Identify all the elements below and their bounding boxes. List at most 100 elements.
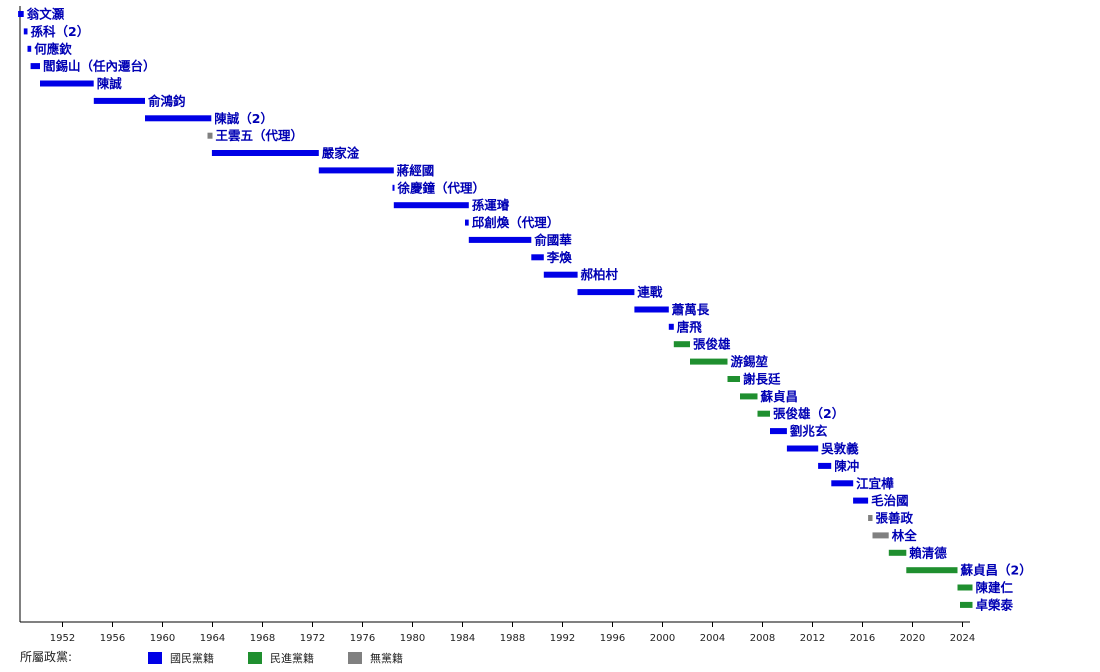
term-label: 嚴家淦 [321,146,360,161]
x-tick-label: 1976 [350,633,375,644]
term-label: 賴清德 [909,545,947,560]
term-bar [40,80,94,87]
term-bar [634,306,669,313]
term-label: 蕭萬長 [672,302,710,317]
x-tick-label: 2008 [750,633,775,644]
term-bar [770,428,787,435]
term-label: 游錫堃 [731,354,769,369]
term-label: 林全 [892,528,918,543]
term-bar [543,271,578,278]
term-bar [18,11,24,17]
term-label: 張善政 [876,511,914,526]
term-label: 陳建仁 [976,580,1014,595]
legend-swatch-dpp [248,652,262,664]
legend: 所屬政黨: 國民黨籍 民進黨籍 無黨籍 [0,644,1100,672]
x-tick-label: 1968 [250,633,275,644]
term-label: 徐慶鐘（代理） [397,180,486,195]
term-bar [668,323,674,330]
x-tick-label: 2004 [700,633,725,644]
term-bar [786,445,819,452]
x-tick-label: 1952 [50,633,75,644]
term-label: 孫科（2） [31,24,90,39]
term-bar [888,549,907,556]
term-bar [392,184,395,191]
term-label: 吳敦義 [821,441,859,456]
term-label: 張俊雄（2） [773,406,844,421]
term-label: 毛治國 [871,493,909,508]
term-bar [211,150,319,156]
term-bar [23,28,28,35]
term-bar [393,202,469,209]
legend-label-dpp: 民進黨籍 [270,652,314,665]
term-label: 俞鴻鈞 [147,93,186,108]
x-tick-label: 2016 [850,633,875,644]
term-bar [207,132,213,139]
term-bar [30,63,40,70]
term-label: 何應欽 [34,41,72,56]
legend-swatch-none [348,652,362,664]
term-bar [818,462,832,469]
x-tick-label: 1956 [100,633,125,644]
term-label: 張俊雄 [693,337,731,352]
term-bar [27,45,32,52]
x-tick-label: 1980 [400,633,425,644]
term-bar [957,584,973,591]
term-bar [468,236,532,243]
term-label: 江宜樺 [856,476,894,491]
term-bar [853,497,869,504]
term-label: 王雲五（代理） [216,128,304,143]
term-label: 劉兆玄 [789,424,828,439]
term-bar [872,532,889,539]
term-label: 連戰 [637,285,663,300]
term-label: 邱創煥（代理） [472,215,560,230]
legend-title: 所屬政黨: [20,650,73,664]
term-label: 翁文灝 [26,7,65,22]
term-bar [831,480,854,487]
term-label: 閻錫山（任內遷台） [43,59,156,74]
term-label: 蘇貞昌 [760,389,799,404]
term-bar [577,289,635,296]
x-tick-label: 1988 [500,633,525,644]
term-label: 陳誠（2） [214,111,273,126]
x-tick-label: 2024 [950,633,975,644]
term-label: 孫運璿 [472,198,510,213]
term-bar [740,393,758,400]
term-label: 李煥 [546,250,573,265]
legend-swatch-kmt [148,652,162,664]
legend-item-kmt: 國民黨籍 [148,650,214,666]
x-tick-label: 2012 [800,633,825,644]
term-label: 陳誠 [97,76,123,91]
term-bar [868,515,873,521]
term-bar [690,358,728,365]
term-bar [673,341,690,348]
bars-layer [18,11,973,608]
x-tick-label: 2000 [650,633,675,644]
x-tick-label: 1984 [450,633,475,644]
term-label: 卓榮泰 [976,597,1014,612]
term-label: 陳冲 [834,458,859,473]
x-tick-label: 1964 [200,633,225,644]
x-tick-label: 1972 [300,633,325,644]
term-bar [727,376,740,382]
term-bar [93,97,145,104]
term-bar [757,410,770,417]
term-label: 蔣經國 [397,163,435,178]
term-label: 郝柏村 [581,267,619,282]
term-bar [318,167,394,174]
term-label: 謝長廷 [743,372,781,387]
x-axis-ticks: 1952 1956 1960 1964 1968 1972 1976 1980 1984 1988… [50,622,975,644]
legend-item-none: 無黨籍 [348,650,403,666]
term-label: 俞國華 [533,232,572,247]
x-tick-label: 1996 [600,633,625,644]
term-bar [465,219,469,226]
term-bar [531,254,544,261]
x-tick-label: 2020 [900,633,925,644]
legend-label-none: 無黨籍 [370,652,403,665]
term-bar [960,601,973,608]
legend-item-dpp: 民進黨籍 [248,650,314,666]
term-bar [906,567,958,574]
x-tick-label: 1992 [550,633,575,644]
term-label: 唐飛 [677,319,703,334]
